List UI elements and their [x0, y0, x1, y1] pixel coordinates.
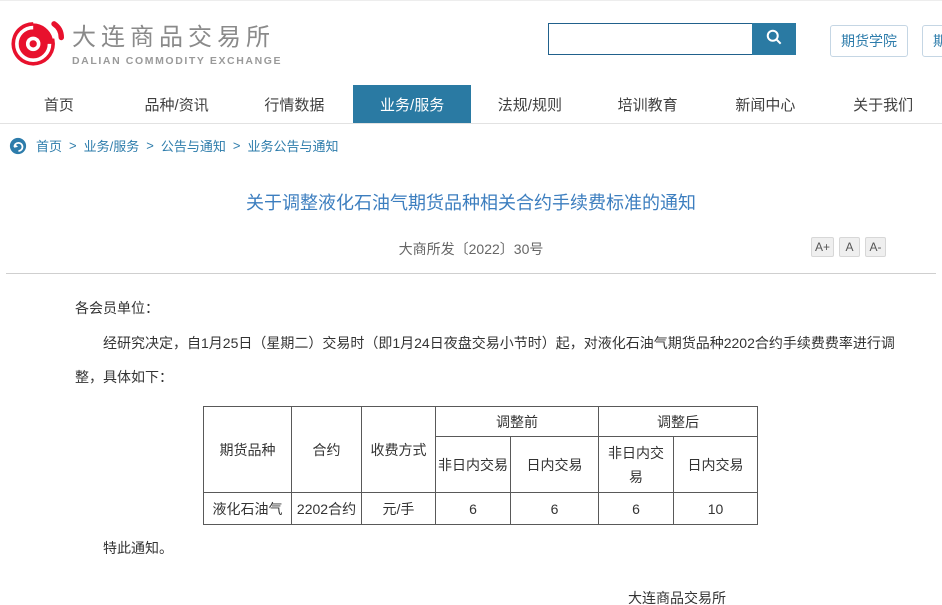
table-cell-after-nonintraday: 6	[598, 492, 674, 525]
search-button[interactable]	[752, 23, 796, 55]
nav-item-about[interactable]: 关于我们	[853, 96, 914, 114]
nav-item-products-info[interactable]: 品种/资讯	[144, 96, 209, 114]
salutation: 各会员单位：	[75, 300, 159, 316]
search-bar	[548, 23, 796, 55]
breadcrumb: 首页 > 业务/服务 > 公告与通知 > 业务公告与通知	[0, 124, 942, 167]
signature-block: 大连商品交易所 2022年1月20日	[75, 584, 902, 605]
font-decrease-button[interactable]: A-	[865, 237, 886, 257]
nav-item-training[interactable]: 培训教育	[617, 96, 678, 114]
signature-org: 大连商品交易所	[628, 590, 726, 605]
return-arrow-icon	[9, 137, 27, 155]
table-row: 液化石油气 2202合约 元/手 6 6 6 10	[203, 492, 758, 525]
table-cell-product: 液化石油气	[203, 492, 292, 525]
search-icon	[764, 27, 784, 52]
breadcrumb-separator: >	[69, 138, 77, 153]
header-quick-links: 期货学院 期权网	[830, 25, 942, 57]
table-header-before-intraday: 日内交易	[510, 436, 599, 493]
breadcrumb-home[interactable]: 首页	[36, 139, 63, 154]
futures-college-button[interactable]: 期货学院	[830, 25, 908, 57]
table-cell-after-intraday: 10	[673, 492, 758, 525]
table-header-fee-method: 收费方式	[361, 406, 436, 493]
fee-table: 期货品种 合约 收费方式 调整前 调整后 非日内交易 日内交易 非日内交易 日内…	[203, 406, 758, 525]
font-size-controls: A+ A A-	[810, 237, 886, 257]
main-nav: 首页 品种/资讯 行情数据 业务/服务 法规/规则 培训教育 新闻中心 关于我们	[0, 85, 942, 124]
dce-logo[interactable]: 大连商品交易所 DALIAN COMMODITY EXCHANGE	[6, 13, 282, 76]
breadcrumb-business-services[interactable]: 业务/服务	[83, 139, 140, 154]
breadcrumb-business-notices[interactable]: 业务公告与通知	[247, 139, 339, 154]
closing-line: 特此通知。	[103, 540, 173, 556]
nav-item-rules[interactable]: 法规/规则	[497, 96, 562, 114]
nav-item-business-services[interactable]: 业务/服务	[353, 85, 471, 123]
table-header-product: 期货品种	[203, 406, 292, 493]
site-header: 大连商品交易所 DALIAN COMMODITY EXCHANGE 期货学院 期…	[0, 1, 942, 85]
font-increase-button[interactable]: A+	[810, 237, 834, 257]
breadcrumb-separator: >	[146, 138, 154, 153]
article-body: 各会员单位： 经研究决定，自1月25日（星期二）交易时（即1月24日夜盘交易小节…	[0, 274, 942, 605]
logo-text: 大连商品交易所 DALIAN COMMODITY EXCHANGE	[72, 23, 282, 67]
nav-item-market-data[interactable]: 行情数据	[264, 96, 325, 114]
search-input[interactable]	[548, 23, 752, 55]
table-header-contract: 合约	[291, 406, 362, 493]
table-cell-before-nonintraday: 6	[435, 492, 511, 525]
table-header-after: 调整后	[598, 406, 758, 437]
nav-item-home[interactable]: 首页	[43, 96, 74, 114]
table-cell-contract: 2202合约	[291, 492, 362, 525]
page-title: 关于调整液化石油气期货品种相关合约手续费标准的通知	[246, 193, 696, 213]
options-site-button[interactable]: 期权网	[922, 25, 942, 57]
table-header-after-nonintraday: 非日内交易	[598, 436, 674, 493]
divider	[6, 273, 936, 274]
font-reset-button[interactable]: A	[839, 237, 860, 257]
breadcrumb-separator: >	[232, 138, 241, 153]
table-header-before-nonintraday: 非日内交易	[435, 436, 511, 493]
table-cell-before-intraday: 6	[510, 492, 599, 525]
logo-name-cn: 大连商品交易所	[72, 23, 275, 51]
article-meta: 大商所发〔2022〕30号 A+ A A-	[0, 237, 942, 261]
table-header-after-intraday: 日内交易	[673, 436, 758, 493]
body-paragraph: 经研究决定，自1月25日（星期二）交易时（即1月24日夜盘交易小节时）起，对液化…	[75, 335, 895, 385]
table-header-before: 调整前	[435, 406, 599, 437]
table-header-after-nonintraday-label: 非日内交易	[608, 444, 664, 485]
table-cell-unit: 元/手	[361, 492, 436, 525]
logo-name-en: DALIAN COMMODITY EXCHANGE	[72, 54, 283, 67]
nav-item-news[interactable]: 新闻中心	[735, 96, 796, 114]
breadcrumb-notices[interactable]: 公告与通知	[160, 139, 226, 154]
document-number: 大商所发〔2022〕30号	[398, 241, 544, 257]
dce-swirl-icon	[6, 13, 64, 76]
